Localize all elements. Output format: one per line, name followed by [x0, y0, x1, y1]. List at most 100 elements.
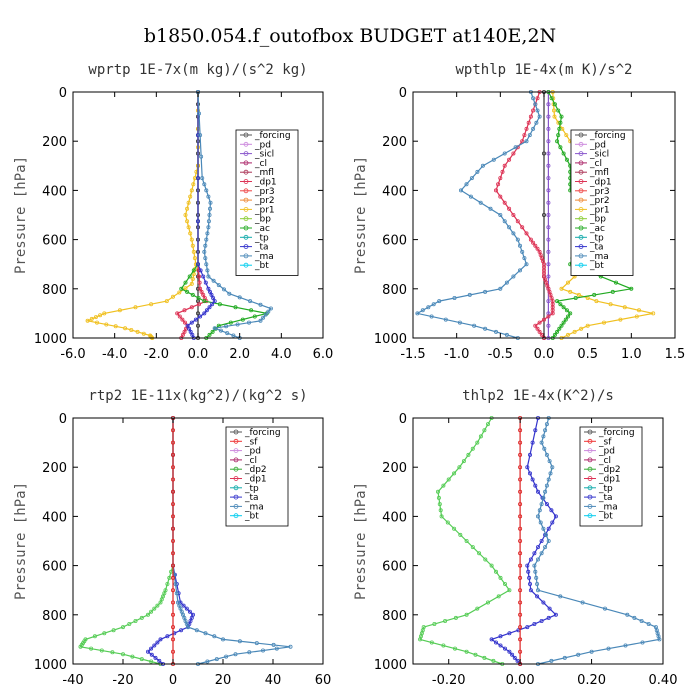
legend-label: _dp2 — [244, 465, 267, 475]
series-marker — [502, 163, 507, 168]
series-marker — [564, 308, 569, 313]
series-marker — [141, 331, 146, 336]
legend-label: _bt — [589, 261, 604, 271]
y-axis-label: Pressure [hPa] — [353, 482, 369, 600]
series-marker — [470, 446, 475, 451]
y-tick-label: 800 — [42, 283, 67, 298]
series-marker — [443, 317, 448, 322]
series-marker — [145, 612, 150, 617]
series-marker — [170, 502, 175, 507]
legend-marker — [243, 132, 249, 138]
series-marker — [568, 311, 573, 316]
x-tick-label: 6.0 — [313, 347, 334, 362]
legend-marker — [243, 160, 249, 166]
series-marker — [507, 631, 512, 636]
series-marker — [165, 634, 170, 639]
series-marker — [207, 206, 212, 211]
panel-2: wpthlp 1E-4x(m K)/s^2 Pressure [hPa] -1.5 -… — [353, 62, 685, 362]
legend-label: _ac — [254, 224, 270, 234]
series-line-dp1 — [79, 418, 174, 665]
legend-marker — [587, 513, 593, 519]
series-marker — [121, 625, 126, 630]
series-marker — [550, 311, 555, 316]
y-tick-label: 600 — [382, 234, 407, 249]
series-marker — [190, 243, 195, 248]
series-marker — [537, 329, 542, 334]
series-marker — [117, 308, 122, 313]
series-marker — [145, 649, 150, 654]
series-marker — [534, 120, 539, 125]
series-marker — [622, 305, 627, 310]
series-marker — [541, 526, 546, 531]
legend-label: _ta — [598, 493, 613, 503]
series-marker — [258, 302, 263, 307]
series-marker — [491, 658, 496, 663]
series-marker — [439, 514, 444, 519]
series-line-dp1 — [176, 92, 208, 339]
legend-label: _bp — [589, 215, 606, 225]
series-marker — [149, 335, 154, 340]
series-marker — [618, 317, 623, 322]
x-tick-label: 60 — [315, 673, 332, 688]
legend-label: _dp1 — [244, 475, 267, 485]
series-marker — [155, 640, 160, 645]
series-marker — [202, 299, 207, 304]
series-marker — [524, 139, 529, 144]
series-marker — [536, 588, 541, 593]
y-axis-label: Pressure [hPa] — [13, 156, 29, 274]
series-marker — [199, 154, 204, 159]
series-marker — [224, 324, 229, 329]
series-marker — [532, 551, 537, 556]
series-marker — [441, 643, 446, 648]
series-marker — [458, 188, 463, 193]
legend-marker — [578, 234, 584, 240]
series-marker — [99, 648, 104, 653]
series-marker — [198, 286, 203, 291]
legend-label: _ac — [589, 224, 605, 234]
series-marker — [518, 489, 523, 494]
series-marker — [170, 465, 175, 470]
series-marker — [488, 206, 493, 211]
x-tick-label: 20 — [215, 673, 232, 688]
series-marker — [452, 646, 457, 651]
series-marker — [233, 652, 238, 657]
series-marker — [515, 658, 520, 663]
series-marker — [546, 102, 551, 107]
series-marker — [185, 219, 190, 224]
legend-label: _pr2 — [589, 196, 610, 206]
series-marker — [525, 563, 530, 568]
y-tick-label: 600 — [42, 234, 67, 249]
series-marker — [556, 133, 561, 138]
series-marker — [535, 108, 540, 113]
series-marker — [205, 659, 210, 664]
series-marker — [196, 302, 201, 307]
series-marker — [102, 311, 107, 316]
series-marker — [436, 495, 441, 500]
panel-4: thlp2 1E-4x(K^2)/s Pressure [hPa] -0.20 0.0… — [353, 388, 677, 688]
series-marker — [535, 582, 540, 587]
series-marker — [535, 326, 540, 331]
series-marker — [153, 655, 158, 660]
series-marker — [170, 452, 175, 457]
series-marker — [491, 157, 496, 162]
series-marker — [528, 582, 533, 587]
legend-marker — [243, 206, 249, 212]
series-marker — [518, 637, 523, 642]
series-marker — [426, 305, 431, 310]
series-marker — [546, 225, 551, 230]
series-marker — [190, 292, 195, 297]
series-marker — [553, 612, 558, 617]
legend-label: _dp1 — [254, 178, 277, 188]
series-marker — [602, 320, 607, 325]
series-marker — [610, 289, 615, 294]
series-marker — [533, 428, 538, 433]
series-marker — [452, 526, 457, 531]
series-marker — [195, 176, 200, 181]
series-marker — [555, 299, 560, 304]
series-marker — [182, 329, 187, 334]
series-marker — [480, 163, 485, 168]
series-marker — [181, 603, 186, 608]
series-marker — [518, 612, 523, 617]
series-marker — [507, 649, 512, 654]
series-marker — [502, 200, 507, 205]
